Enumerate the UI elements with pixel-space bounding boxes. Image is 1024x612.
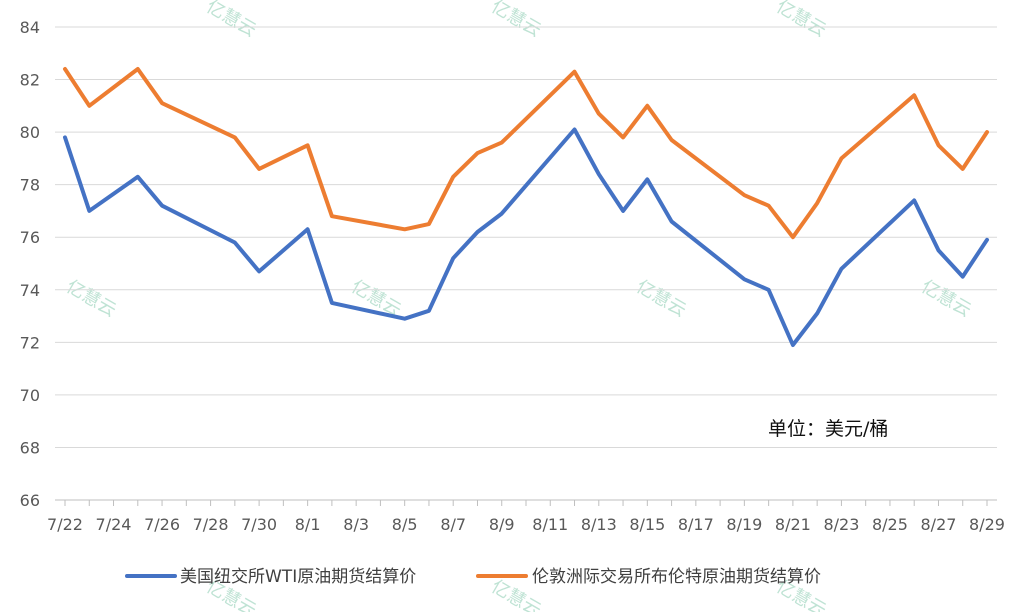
x-tick-label: 8/19 — [726, 515, 762, 534]
watermark-text: 亿慧云 — [773, 0, 830, 41]
x-axis: 7/22 7/24 7/26 7/28 7/30 8/1 8/3 8/5 8/7 8/9 8/11 8… — [47, 499, 1005, 534]
x-tick-label: 8/1 — [295, 515, 321, 534]
unit-annotation: 单位：美元/桶 — [768, 418, 888, 440]
x-tick-label: 8/9 — [489, 515, 515, 534]
y-tick-label: 82 — [20, 71, 40, 90]
y-tick-label: 66 — [20, 491, 40, 510]
x-tick-label: 7/28 — [193, 515, 229, 534]
series-line-brent — [63, 67, 989, 240]
watermark-text: 亿慧云 — [633, 276, 690, 321]
y-tick-label: 76 — [20, 228, 40, 247]
x-tick-label: 8/23 — [823, 515, 859, 534]
x-tick-label: 7/24 — [96, 515, 132, 534]
x-tick-label: 8/17 — [678, 515, 714, 534]
legend-label-brent: 伦敦洲际交易所布伦特原油期货结算价 — [532, 567, 821, 587]
x-tick-label: 7/26 — [144, 515, 180, 534]
y-tick-label: 72 — [20, 333, 40, 352]
y-tick-label: 74 — [20, 281, 40, 300]
x-tick-label: 8/3 — [343, 515, 369, 534]
x-tick-label: 8/21 — [775, 515, 811, 534]
x-tick-label: 8/25 — [872, 515, 908, 534]
grid-lines — [55, 26, 997, 448]
series-lines — [63, 67, 989, 347]
x-tick-label: 8/11 — [532, 515, 568, 534]
watermark-text: 亿慧云 — [348, 276, 405, 321]
x-tick-label: 7/30 — [241, 515, 277, 534]
y-tick-label: 80 — [20, 123, 40, 142]
y-tick-label: 70 — [20, 386, 40, 405]
watermark-text: 亿慧云 — [63, 276, 120, 321]
y-tick-label: 68 — [20, 438, 40, 457]
watermark-text: 亿慧云 — [918, 276, 975, 321]
x-tick-label: 7/22 — [47, 515, 83, 534]
legend-label-wti: 美国纽交所WTI原油期货结算价 — [180, 567, 416, 587]
x-tick-label: 8/7 — [440, 515, 466, 534]
x-tick-label: 8/15 — [629, 515, 665, 534]
series-line-wti — [63, 127, 989, 347]
x-tick-label: 8/29 — [969, 515, 1005, 534]
watermark-text: 亿慧云 — [203, 0, 260, 41]
x-tick-label: 8/27 — [921, 515, 957, 534]
y-tick-label: 84 — [20, 18, 40, 37]
y-tick-label: 78 — [20, 176, 40, 195]
legend: 美国纽交所WTI原油期货结算价 伦敦洲际交易所布伦特原油期货结算价 — [125, 567, 821, 587]
x-tick-label: 8/5 — [392, 515, 418, 534]
watermark-text: 亿慧云 — [488, 0, 545, 41]
x-tick-label: 8/13 — [581, 515, 617, 534]
y-axis: 66 68 70 72 74 76 78 80 82 84 — [20, 18, 40, 510]
